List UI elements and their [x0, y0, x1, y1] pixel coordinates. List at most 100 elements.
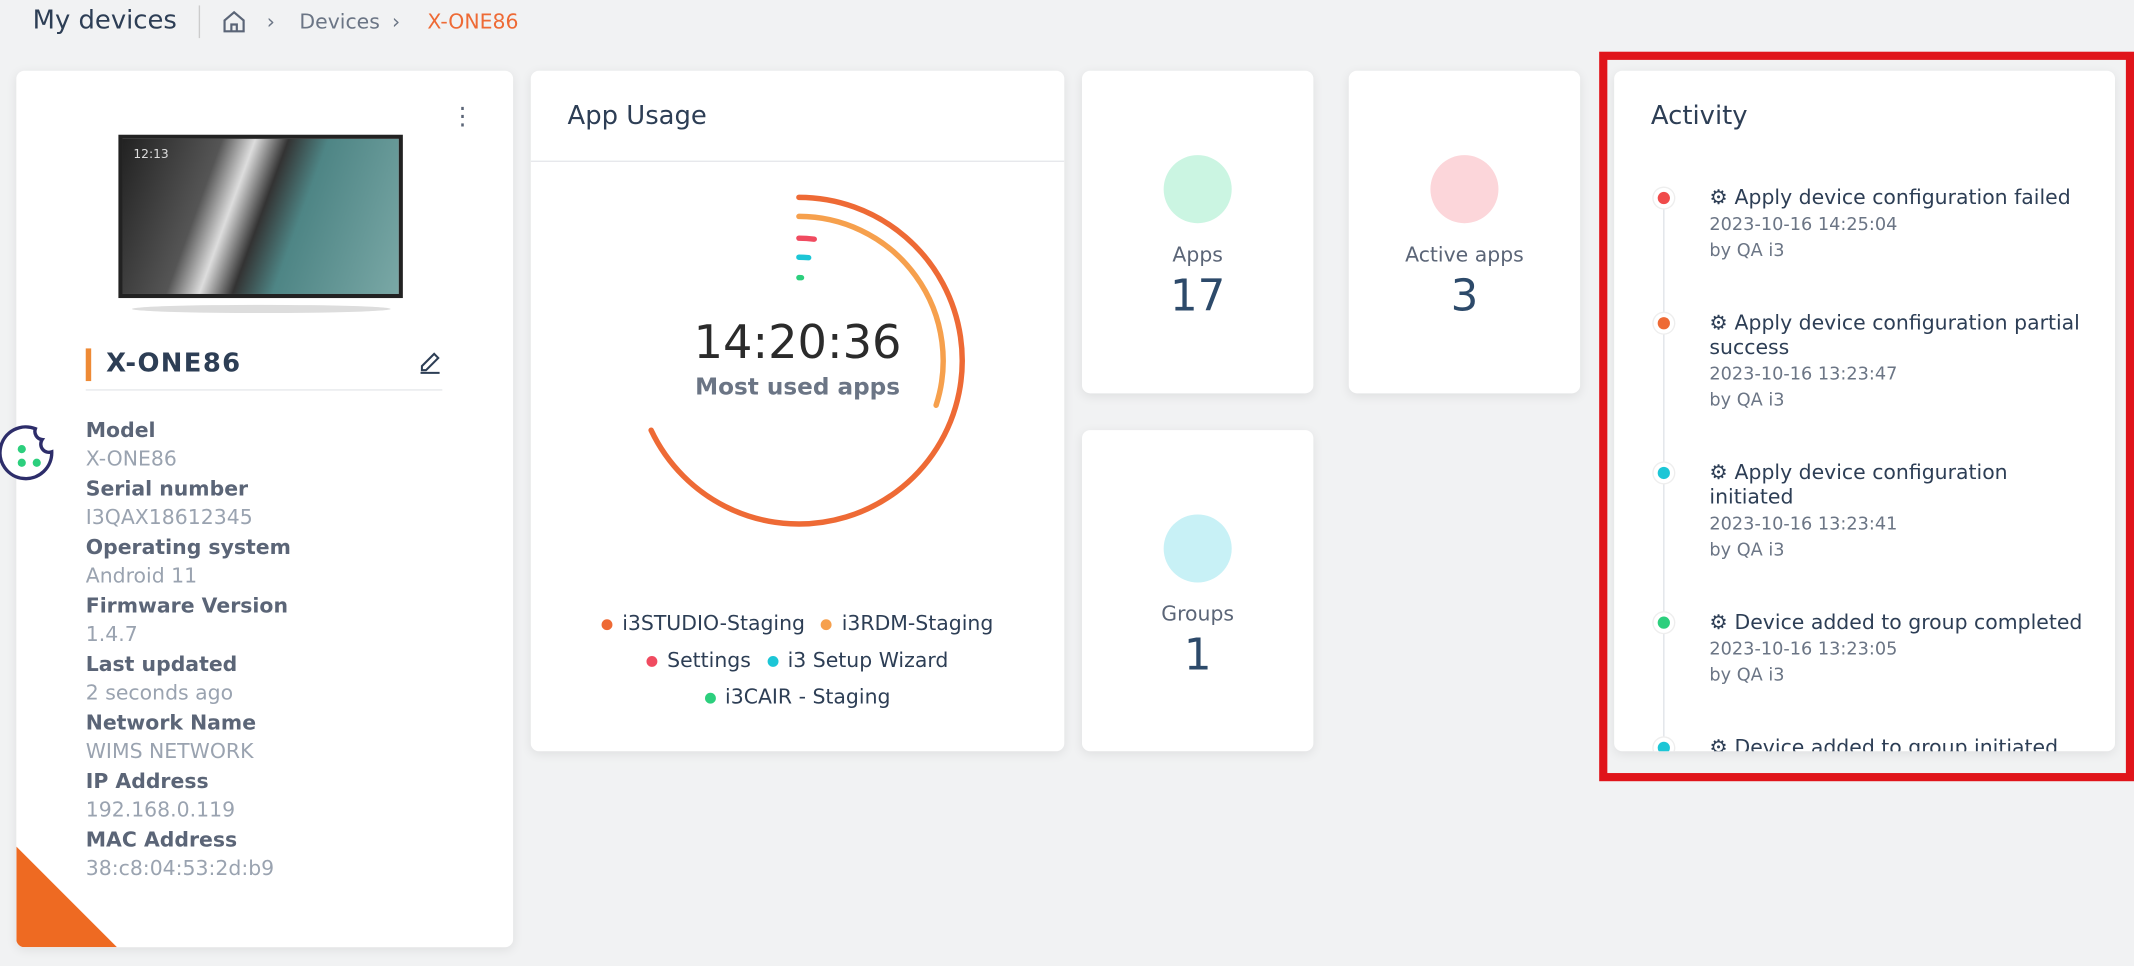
detail-value: 1.4.7: [85, 621, 138, 647]
detail-label: Last updated: [85, 651, 238, 677]
activity-title: ⚙ Device added to group initiated: [1709, 735, 2093, 751]
legend-row: i3STUDIO-Staging i3RDM-Staging: [572, 606, 1024, 643]
legend-dot: [767, 655, 779, 667]
activity-icon: ⚙: [1709, 609, 1728, 635]
activity-item: ⚙ Apply device configuration initiated 202…: [1709, 460, 2093, 561]
stat-card: Apps 17: [1081, 70, 1314, 394]
activity-item: ⚙ Apply device configuration partial succ…: [1709, 310, 2093, 411]
stat-icon: [1163, 155, 1232, 224]
usage-arc: [796, 213, 946, 408]
activity-title: ⚙ Apply device configuration failed: [1709, 185, 2093, 209]
card-title: App Usage: [567, 100, 707, 131]
legend-item: Settings: [646, 647, 751, 673]
stat-icon: [1163, 514, 1232, 583]
detail-value: X-ONE86: [85, 446, 177, 471]
timeline-dot: [1657, 191, 1670, 205]
clock: 14:20:36: [693, 315, 902, 371]
divider: [85, 389, 443, 391]
activity-date: 2023-10-16 13:23:05: [1709, 639, 1898, 661]
activity-by: by QA i3: [1709, 540, 1785, 561]
detail-label: Serial number: [85, 476, 249, 501]
stat-value: 17: [1169, 269, 1226, 322]
breadcrumb-current: X-ONE86: [427, 9, 519, 35]
stat-card: Groups 1: [1081, 430, 1314, 752]
activity-text: Device added to group completed: [1734, 609, 2083, 635]
detail-label: Model: [85, 417, 156, 443]
activity-item: ⚙ Device added to group initiated: [1709, 735, 2093, 751]
legend-label: i3RDM-Staging: [841, 611, 994, 636]
timeline-dot: [1657, 317, 1670, 330]
detail-label: MAC Address: [85, 827, 238, 852]
corner: [16, 846, 118, 948]
legend-item: i3 Setup Wizard: [767, 648, 948, 672]
cookie-button[interactable]: [0, 425, 60, 485]
menu-button[interactable]: · · ·: [458, 95, 467, 141]
activity-item: ⚙ Apply device configuration failed 2023-1…: [1709, 185, 2093, 261]
activity-text: Apply device configuration initiated: [1709, 460, 2008, 510]
activity-icon: ⚙: [1709, 460, 1728, 485]
detail-value: 192.168.0.119: [85, 797, 236, 823]
device-shadow: [132, 304, 391, 314]
divider: [198, 5, 201, 39]
chart-subtitle: Most used apps: [695, 374, 900, 402]
activity-title: ⚙ Apply device configuration partial succ…: [1709, 310, 2093, 359]
activity-card: Activity ⚙ Apply device configuration fai…: [1614, 70, 2115, 752]
activity-text: Apply device configuration partial succe…: [1709, 310, 2080, 360]
legend-label: Settings: [667, 647, 751, 673]
usage-chart: [648, 194, 965, 527]
legend-row: Settings i3 Setup Wizard: [572, 642, 1024, 679]
legend-dot: [646, 655, 658, 667]
breadcrumb-link[interactable]: Devices: [299, 9, 380, 35]
legend-item: i3CAIR - Staging: [704, 684, 891, 710]
stat-label: Active apps: [1405, 242, 1524, 267]
legend-dot: [704, 692, 716, 703]
stat-value: 3: [1450, 269, 1479, 322]
activity-by: by QA i3: [1709, 240, 1785, 262]
usage-arc: [648, 194, 965, 527]
timeline-dot: [1657, 466, 1670, 480]
device-card: · · · 12:13 X-ONE86 Model X-ONE86 Serial num…: [16, 70, 514, 948]
activity-title: ⚙ Apply device configuration initiated: [1709, 460, 2093, 509]
detail-value: Android 11: [85, 563, 198, 588]
stat-card: Active apps 3: [1348, 70, 1581, 394]
detail-label: Firmware Version: [85, 593, 289, 618]
legend-dot: [821, 618, 833, 630]
timeline-dot: [1657, 741, 1670, 752]
legend-label: i3STUDIO-Staging: [622, 611, 805, 636]
device-name: X-ONE86: [106, 348, 242, 379]
activity-icon: ⚙: [1709, 734, 1728, 752]
legend-item: i3RDM-Staging: [821, 611, 994, 636]
stat-label: Groups: [1161, 601, 1235, 627]
stat-label: Apps: [1172, 242, 1223, 267]
activity-title: ⚙ Device added to group completed: [1709, 610, 2093, 634]
legend: i3STUDIO-Staging i3RDM-Staging Settings i3 …: [572, 606, 1024, 716]
home-icon[interactable]: [222, 10, 246, 34]
timeline-dot: [1657, 616, 1670, 629]
legend-dot: [601, 618, 613, 630]
activity-icon: ⚙: [1709, 185, 1728, 210]
legend-label: i3CAIR - Staging: [725, 684, 891, 710]
edit-button[interactable]: [418, 350, 442, 374]
legend-label: i3 Setup Wizard: [787, 647, 949, 673]
detail-label: IP Address: [85, 768, 209, 794]
detail-label: Network Name: [85, 710, 257, 735]
details: Model X-ONE86 Serial number I3QAX18612345 Op…: [86, 418, 291, 881]
legend-item: i3STUDIO-Staging: [601, 611, 805, 636]
activity-date: 2023-10-16 13:23:47: [1709, 364, 1898, 386]
usage-arc: [796, 235, 817, 242]
detail-value: WIMS NETWORK: [85, 739, 254, 764]
activity-by: by QA i3: [1709, 665, 1785, 686]
screen-time: 12:13: [133, 148, 169, 162]
detail-value: 2 seconds ago: [85, 680, 234, 705]
stat-icon: [1430, 155, 1499, 224]
device-image: 12:13: [118, 134, 403, 299]
activity-icon: ⚙: [1709, 310, 1728, 335]
stat-value: 1: [1183, 628, 1212, 681]
detail-value: I3QAX18612345: [85, 504, 253, 530]
detail-label: Operating system: [85, 534, 291, 560]
divider: [530, 160, 1065, 162]
name-bar: [85, 348, 92, 382]
card-title: Activity: [1650, 100, 1748, 131]
